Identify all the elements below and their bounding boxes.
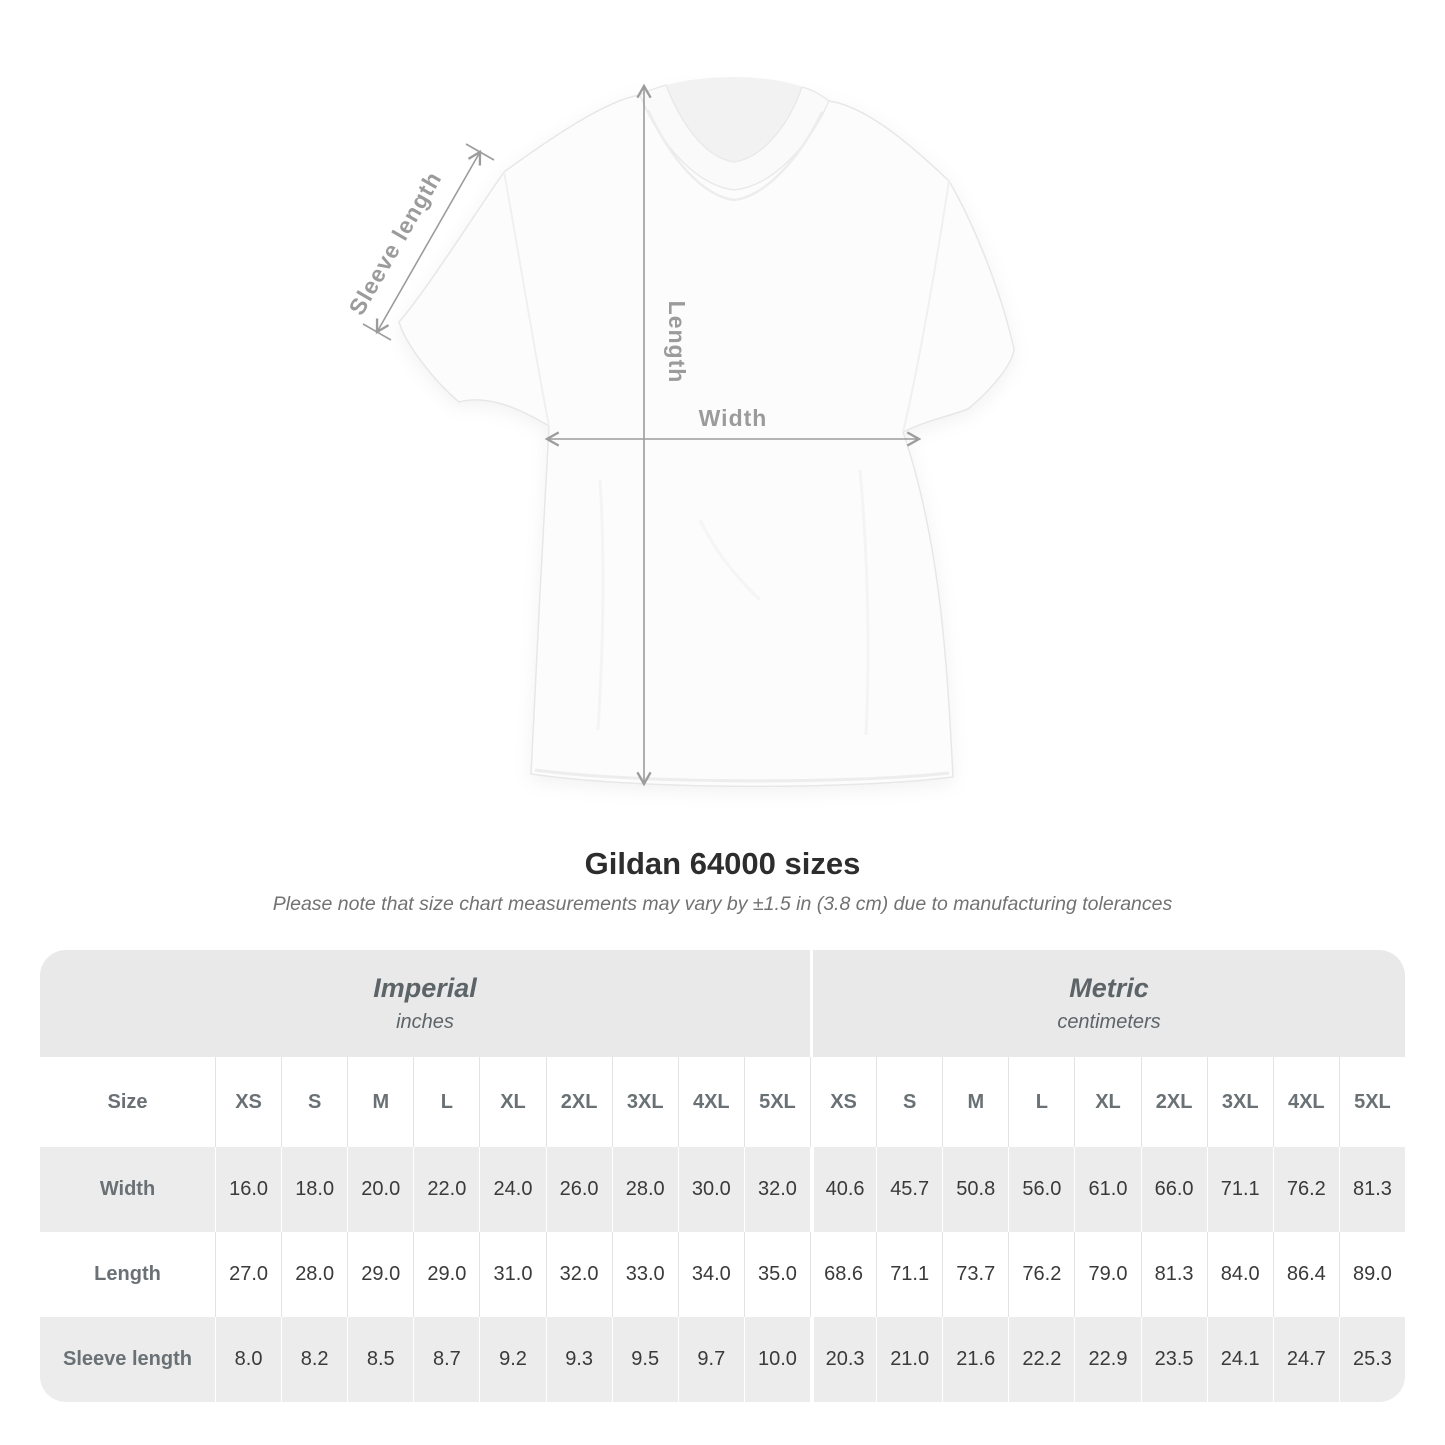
value-cell: 40.6 — [810, 1147, 876, 1232]
value-cell: 9.7 — [677, 1317, 744, 1402]
size-col-metric: M — [942, 1057, 1008, 1147]
value-cell: 8.0 — [215, 1317, 281, 1402]
size-header: Size — [107, 1090, 148, 1113]
value-cell: 34.0 — [677, 1232, 744, 1317]
value-cell: 8.2 — [281, 1317, 347, 1402]
value-cell: 20.3 — [810, 1317, 876, 1402]
size-col-metric: 2XL — [1140, 1057, 1207, 1147]
value-cell: 21.0 — [876, 1317, 942, 1402]
value-cell: 79.0 — [1074, 1232, 1140, 1317]
table-row-length: Length 27.0 28.0 29.0 29.0 31.0 32.0 33.… — [40, 1232, 1405, 1317]
value-cell: 84.0 — [1206, 1232, 1273, 1317]
size-col-imperial: 2XL — [545, 1057, 612, 1147]
tshirt-diagram: Width Length Sleeve length — [343, 77, 1015, 788]
dimension-arrows — [362, 83, 922, 787]
value-cell: 32.0 — [545, 1232, 612, 1317]
value-cell: 29.0 — [347, 1232, 413, 1317]
value-cell: 28.0 — [281, 1232, 347, 1317]
size-col-metric: L — [1008, 1057, 1074, 1147]
size-col-imperial: M — [347, 1057, 413, 1147]
size-col-imperial: S — [281, 1057, 347, 1147]
size-col-imperial: 5XL — [743, 1057, 810, 1147]
row-label: Length — [94, 1263, 161, 1285]
length-label: Length — [664, 301, 690, 384]
value-cell: 9.3 — [545, 1317, 612, 1402]
value-cell: 56.0 — [1008, 1147, 1074, 1232]
size-table: Imperial inches Metric centimeters Size … — [40, 950, 1405, 1402]
size-col-metric: XS — [810, 1057, 876, 1147]
value-cell: 16.0 — [215, 1147, 281, 1232]
value-cell: 20.0 — [347, 1147, 413, 1232]
value-cell: 21.6 — [942, 1317, 1008, 1402]
tolerance-note: Please note that size chart measurements… — [272, 893, 1173, 915]
value-cell: 71.1 — [1206, 1147, 1273, 1232]
value-cell: 22.2 — [1008, 1317, 1074, 1402]
size-col-metric: 3XL — [1206, 1057, 1273, 1147]
table-row-sleeve-length: Sleeve length 8.0 8.2 8.5 8.7 9.2 9.3 9.… — [40, 1317, 1405, 1402]
size-header-row: Size XS S M L XL 2XL 3XL 4XL 5XL XS S M … — [40, 1057, 1405, 1147]
value-cell: 29.0 — [413, 1232, 479, 1317]
sleeve-length-arrow — [375, 149, 482, 335]
size-col-metric: XL — [1074, 1057, 1140, 1147]
size-col-imperial: L — [413, 1057, 479, 1147]
row-label: Width — [99, 1178, 156, 1200]
sleeve-arrow-tick-bottom — [362, 323, 392, 341]
size-col-metric: S — [876, 1057, 942, 1147]
size-col-imperial: 3XL — [611, 1057, 678, 1147]
value-cell: 24.0 — [479, 1147, 545, 1232]
metric-group-header: Metric centimeters — [810, 950, 1405, 1057]
value-cell: 24.7 — [1272, 1317, 1339, 1402]
value-cell: 35.0 — [743, 1232, 810, 1317]
value-cell: 10.0 — [743, 1317, 810, 1402]
imperial-group-unit: inches — [396, 1011, 454, 1033]
value-cell: 68.6 — [810, 1232, 876, 1317]
value-cell: 30.0 — [677, 1147, 744, 1232]
size-col-metric: 5XL — [1338, 1057, 1405, 1147]
value-cell: 61.0 — [1074, 1147, 1140, 1232]
value-cell: 18.0 — [281, 1147, 347, 1232]
value-cell: 22.9 — [1074, 1317, 1140, 1402]
tshirt-illustration — [398, 77, 1015, 788]
value-cell: 8.5 — [347, 1317, 413, 1402]
imperial-group-title: Imperial — [373, 973, 477, 1003]
value-cell: 24.1 — [1206, 1317, 1273, 1402]
metric-group-unit: centimeters — [1057, 1011, 1161, 1033]
value-cell: 73.7 — [942, 1232, 1008, 1317]
value-cell: 23.5 — [1140, 1317, 1207, 1402]
size-col-imperial: XS — [215, 1057, 281, 1147]
size-col-metric: 4XL — [1272, 1057, 1339, 1147]
value-cell: 89.0 — [1338, 1232, 1405, 1317]
unit-group-header: Imperial inches Metric centimeters — [40, 950, 1405, 1057]
sleeve-arrow-tick-top — [465, 143, 495, 161]
value-cell: 50.8 — [942, 1147, 1008, 1232]
page-title: Gildan 64000 sizes — [584, 846, 861, 881]
value-cell: 76.2 — [1008, 1232, 1074, 1317]
value-cell: 31.0 — [479, 1232, 545, 1317]
value-cell: 76.2 — [1272, 1147, 1339, 1232]
metric-group-title: Metric — [1069, 973, 1149, 1003]
value-cell: 71.1 — [876, 1232, 942, 1317]
value-cell: 9.2 — [479, 1317, 545, 1402]
value-cell: 9.5 — [611, 1317, 678, 1402]
value-cell: 66.0 — [1140, 1147, 1207, 1232]
value-cell: 26.0 — [545, 1147, 612, 1232]
value-cell: 86.4 — [1272, 1232, 1339, 1317]
value-cell: 22.0 — [413, 1147, 479, 1232]
value-cell: 25.3 — [1338, 1317, 1405, 1402]
value-cell: 27.0 — [215, 1232, 281, 1317]
value-cell: 45.7 — [876, 1147, 942, 1232]
width-label: Width — [699, 405, 768, 431]
value-cell: 81.3 — [1338, 1147, 1405, 1232]
value-cell: 28.0 — [611, 1147, 678, 1232]
imperial-group-header: Imperial inches — [40, 950, 810, 1057]
table-row-width: Width 16.0 18.0 20.0 22.0 24.0 26.0 28.0… — [40, 1147, 1405, 1232]
value-cell: 32.0 — [743, 1147, 810, 1232]
value-cell: 8.7 — [413, 1317, 479, 1402]
size-col-imperial: XL — [479, 1057, 545, 1147]
size-col-imperial: 4XL — [677, 1057, 744, 1147]
value-cell: 33.0 — [611, 1232, 678, 1317]
value-cell: 81.3 — [1140, 1232, 1207, 1317]
row-label: Sleeve length — [63, 1348, 192, 1370]
